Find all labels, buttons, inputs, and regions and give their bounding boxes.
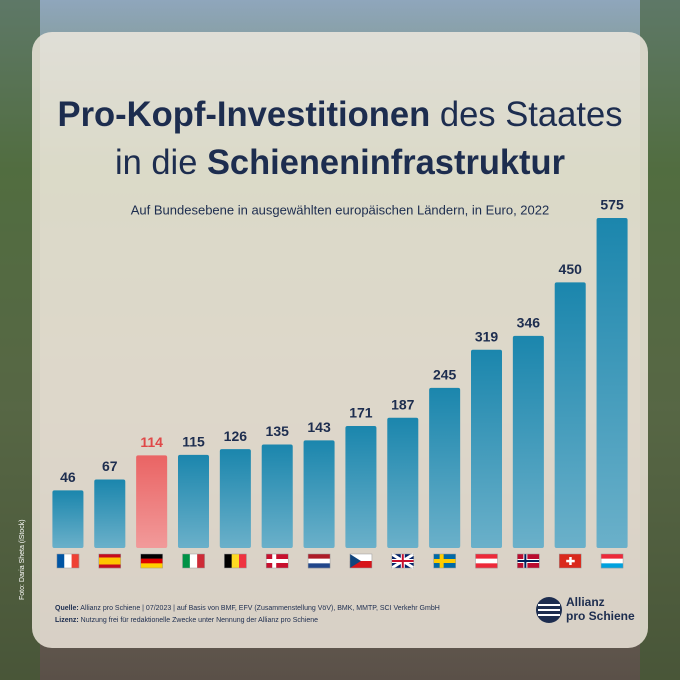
- bar-shade: [303, 440, 335, 548]
- bar-shade: [512, 335, 544, 548]
- photo-credit: Foto: Daria Sheta (iStock): [19, 519, 26, 600]
- flag-border: [307, 553, 331, 569]
- value-label: 115: [182, 434, 205, 450]
- flag-part: [98, 557, 121, 562]
- bar-shade: [596, 218, 628, 548]
- flag-part: [224, 554, 232, 568]
- subtitle: Auf Bundesebene in ausgewählten europäis…: [131, 202, 549, 217]
- value-label: 319: [475, 328, 499, 344]
- value-label: 143: [307, 419, 331, 435]
- flag-part: [98, 564, 121, 569]
- flag-part: [517, 560, 540, 562]
- flag-border: [475, 553, 498, 569]
- bar-shade: [94, 479, 126, 548]
- flag-border: [558, 553, 582, 569]
- flag-part: [349, 561, 372, 568]
- bar-shade: [554, 282, 586, 548]
- flag-part: [566, 559, 575, 563]
- title-regular: des Staates: [430, 95, 622, 134]
- flag-part: [140, 554, 163, 559]
- logo-text: pro Schiene: [566, 609, 635, 623]
- bar-shade: [136, 455, 168, 548]
- value-label: 245: [433, 367, 457, 383]
- flag-part: [140, 558, 163, 564]
- bar-shade: [219, 449, 251, 548]
- logo-text: Allianz: [566, 595, 605, 609]
- bar-shade: [471, 349, 502, 548]
- flag-part: [601, 563, 624, 569]
- flag-border: [349, 553, 373, 569]
- bar-shade: [52, 490, 84, 548]
- license-label: Lizenz:: [55, 617, 79, 624]
- bar-shade: [429, 387, 461, 548]
- source: Quelle: Allianz pro Schiene | 07/2023 | …: [55, 605, 440, 612]
- flag-part: [349, 554, 361, 568]
- bar-shade: [345, 425, 377, 548]
- value-label: 450: [559, 261, 583, 277]
- flag-part: [308, 558, 331, 564]
- flag-border: [433, 553, 456, 569]
- bar-shade: [178, 454, 209, 548]
- license: Lizenz: Nutzung frei für redaktionelle Z…: [55, 617, 318, 624]
- flag-border: [391, 553, 415, 569]
- flag-part: [475, 563, 498, 569]
- flag-border: [265, 553, 289, 569]
- title-line: in die Schieneninfrastruktur: [115, 143, 565, 182]
- flag-part: [601, 558, 624, 564]
- flag-part: [475, 554, 498, 559]
- value-label: 67: [102, 458, 118, 474]
- flag-part: [231, 554, 240, 568]
- flag-part: [98, 561, 121, 565]
- flag-part: [266, 559, 289, 563]
- flag-part: [56, 554, 65, 568]
- value-label: 135: [266, 423, 290, 439]
- flag-border: [140, 553, 163, 569]
- title-bold: Pro-Kopf-Investitionen: [58, 95, 431, 134]
- logo-icon-lines: [538, 604, 560, 616]
- value-label: 114: [140, 434, 163, 450]
- source-text: Allianz pro Schiene | 07/2023 | auf Basi…: [79, 605, 440, 612]
- flag-part: [239, 554, 247, 568]
- source-label: Quelle:: [55, 605, 79, 612]
- flag-part: [189, 554, 198, 568]
- flag-border: [517, 553, 540, 569]
- flag-border: [182, 553, 205, 569]
- license-text: Nutzung frei für redaktionelle Zwecke un…: [79, 617, 318, 624]
- flag-border: [600, 553, 624, 569]
- title-regular: in die: [115, 143, 207, 182]
- flag-part: [391, 560, 414, 562]
- flag-part: [308, 554, 331, 559]
- flag-part: [71, 554, 80, 568]
- flag-part: [308, 563, 331, 569]
- flag-part: [475, 558, 498, 564]
- flag-border: [98, 553, 122, 569]
- flag-part: [197, 554, 205, 568]
- value-label: 575: [600, 197, 624, 213]
- title-line: Pro-Kopf-Investitionen des Staates: [58, 95, 623, 134]
- value-label: 171: [349, 405, 373, 421]
- bar-shade: [387, 417, 419, 548]
- flag-border: [224, 553, 247, 569]
- value-label: 46: [60, 469, 76, 485]
- flag-part: [349, 554, 372, 561]
- flag-border: [56, 553, 80, 569]
- flag-part: [433, 559, 456, 563]
- flag-part: [98, 554, 121, 558]
- title-bold: Schieneninfrastruktur: [207, 143, 565, 182]
- value-label: 187: [391, 396, 415, 412]
- flag-part: [601, 554, 624, 559]
- value-label: 126: [224, 428, 248, 444]
- flag-part: [182, 554, 191, 568]
- bar-shade: [261, 444, 293, 548]
- flag-part: [140, 563, 163, 569]
- flag-part: [64, 554, 72, 568]
- value-label: 346: [517, 315, 541, 331]
